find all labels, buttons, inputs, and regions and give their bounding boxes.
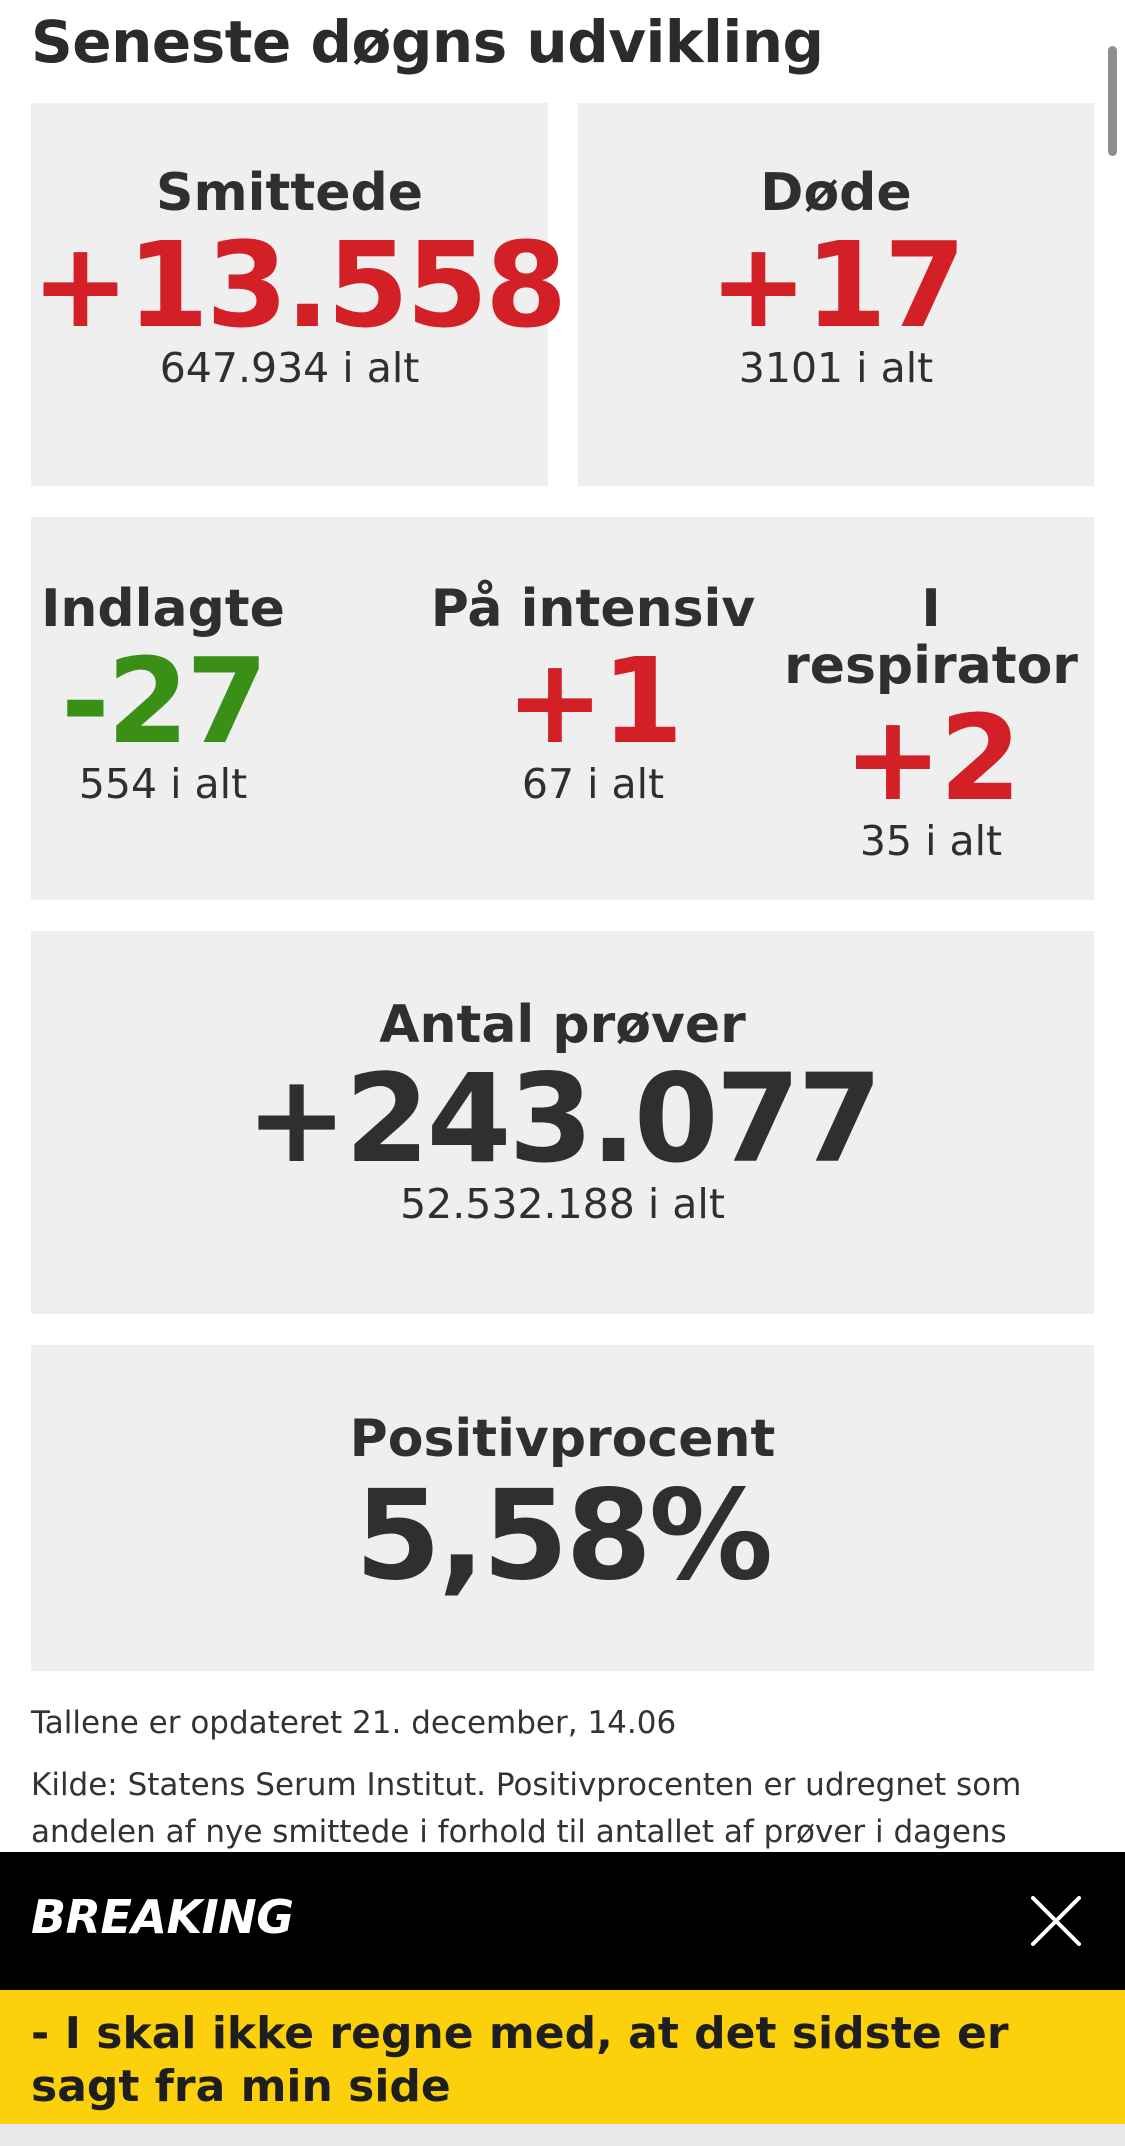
deaths-card: Døde +17 3101 i alt xyxy=(578,103,1094,486)
tests-stat: Antal prøver +243.077 52.532.188 i alt xyxy=(31,995,1094,1229)
close-button[interactable] xyxy=(1029,1894,1083,1948)
breaking-headline: - I skal ikke regne med, at det sidste e… xyxy=(31,2008,1009,2112)
infected-label: Smittede xyxy=(156,163,423,223)
intensive-delta: +1 xyxy=(505,632,684,771)
intensive-stat: På intensiv +1 67 i alt xyxy=(421,579,765,809)
respirator-label: I respirator xyxy=(784,579,1078,697)
scrollbar[interactable] xyxy=(1108,46,1117,156)
hospital-card: Indlagte -27 554 i alt På intensiv +1 67… xyxy=(31,517,1094,900)
respirator-total: 35 i alt xyxy=(859,817,1003,866)
deaths-total: 3101 i alt xyxy=(738,344,934,393)
positive-rate-stat: Positivprocent 5,58% xyxy=(31,1409,1094,1609)
intensive-label: På intensiv xyxy=(430,579,756,639)
tests-delta: +243.077 xyxy=(245,1048,883,1191)
positive-rate-value: 5,58% xyxy=(354,1464,773,1609)
deaths-stat: Døde +17 3101 i alt xyxy=(578,163,1094,393)
hospitalized-delta: -27 xyxy=(60,632,268,771)
breaking-label: BREAKING xyxy=(31,1890,294,1944)
respirator-stat: I respirator +2 35 i alt xyxy=(771,579,1091,867)
updated-note: Tallene er opdateret 21. december, 14.06 xyxy=(31,1705,677,1741)
positive-rate-card: Positivprocent 5,58% xyxy=(31,1345,1094,1671)
source-note: Kilde: Statens Serum Institut. Positivpr… xyxy=(31,1767,1022,1850)
hospitalized-label: Indlagte xyxy=(41,579,285,639)
breaking-headline-link[interactable]: - I skal ikke regne med, at det sidste e… xyxy=(0,1990,1125,2124)
tests-label: Antal prøver xyxy=(379,995,746,1055)
deaths-label: Døde xyxy=(760,163,912,223)
close-icon xyxy=(1031,1896,1081,1946)
hospitalized-stat: Indlagte -27 554 i alt xyxy=(31,579,295,809)
bottom-strip xyxy=(0,2124,1125,2146)
section-title: Seneste døgns udvikling xyxy=(31,8,824,76)
tests-total: 52.532.188 i alt xyxy=(400,1180,725,1229)
positive-rate-label: Positivprocent xyxy=(349,1409,776,1469)
hospitalized-total: 554 i alt xyxy=(78,760,248,809)
infected-delta: +13.558 xyxy=(31,216,567,355)
infected-total: 647.934 i alt xyxy=(159,344,420,393)
intensive-total: 67 i alt xyxy=(521,760,665,809)
breaking-banner: BREAKING xyxy=(0,1852,1125,1990)
respirator-delta: +2 xyxy=(843,689,1022,828)
deaths-delta: +17 xyxy=(708,216,966,355)
tests-card: Antal prøver +243.077 52.532.188 i alt xyxy=(31,931,1094,1314)
infected-card: Smittede +13.558 647.934 i alt xyxy=(31,103,567,486)
infected-stat: Smittede +13.558 647.934 i alt xyxy=(31,163,567,393)
